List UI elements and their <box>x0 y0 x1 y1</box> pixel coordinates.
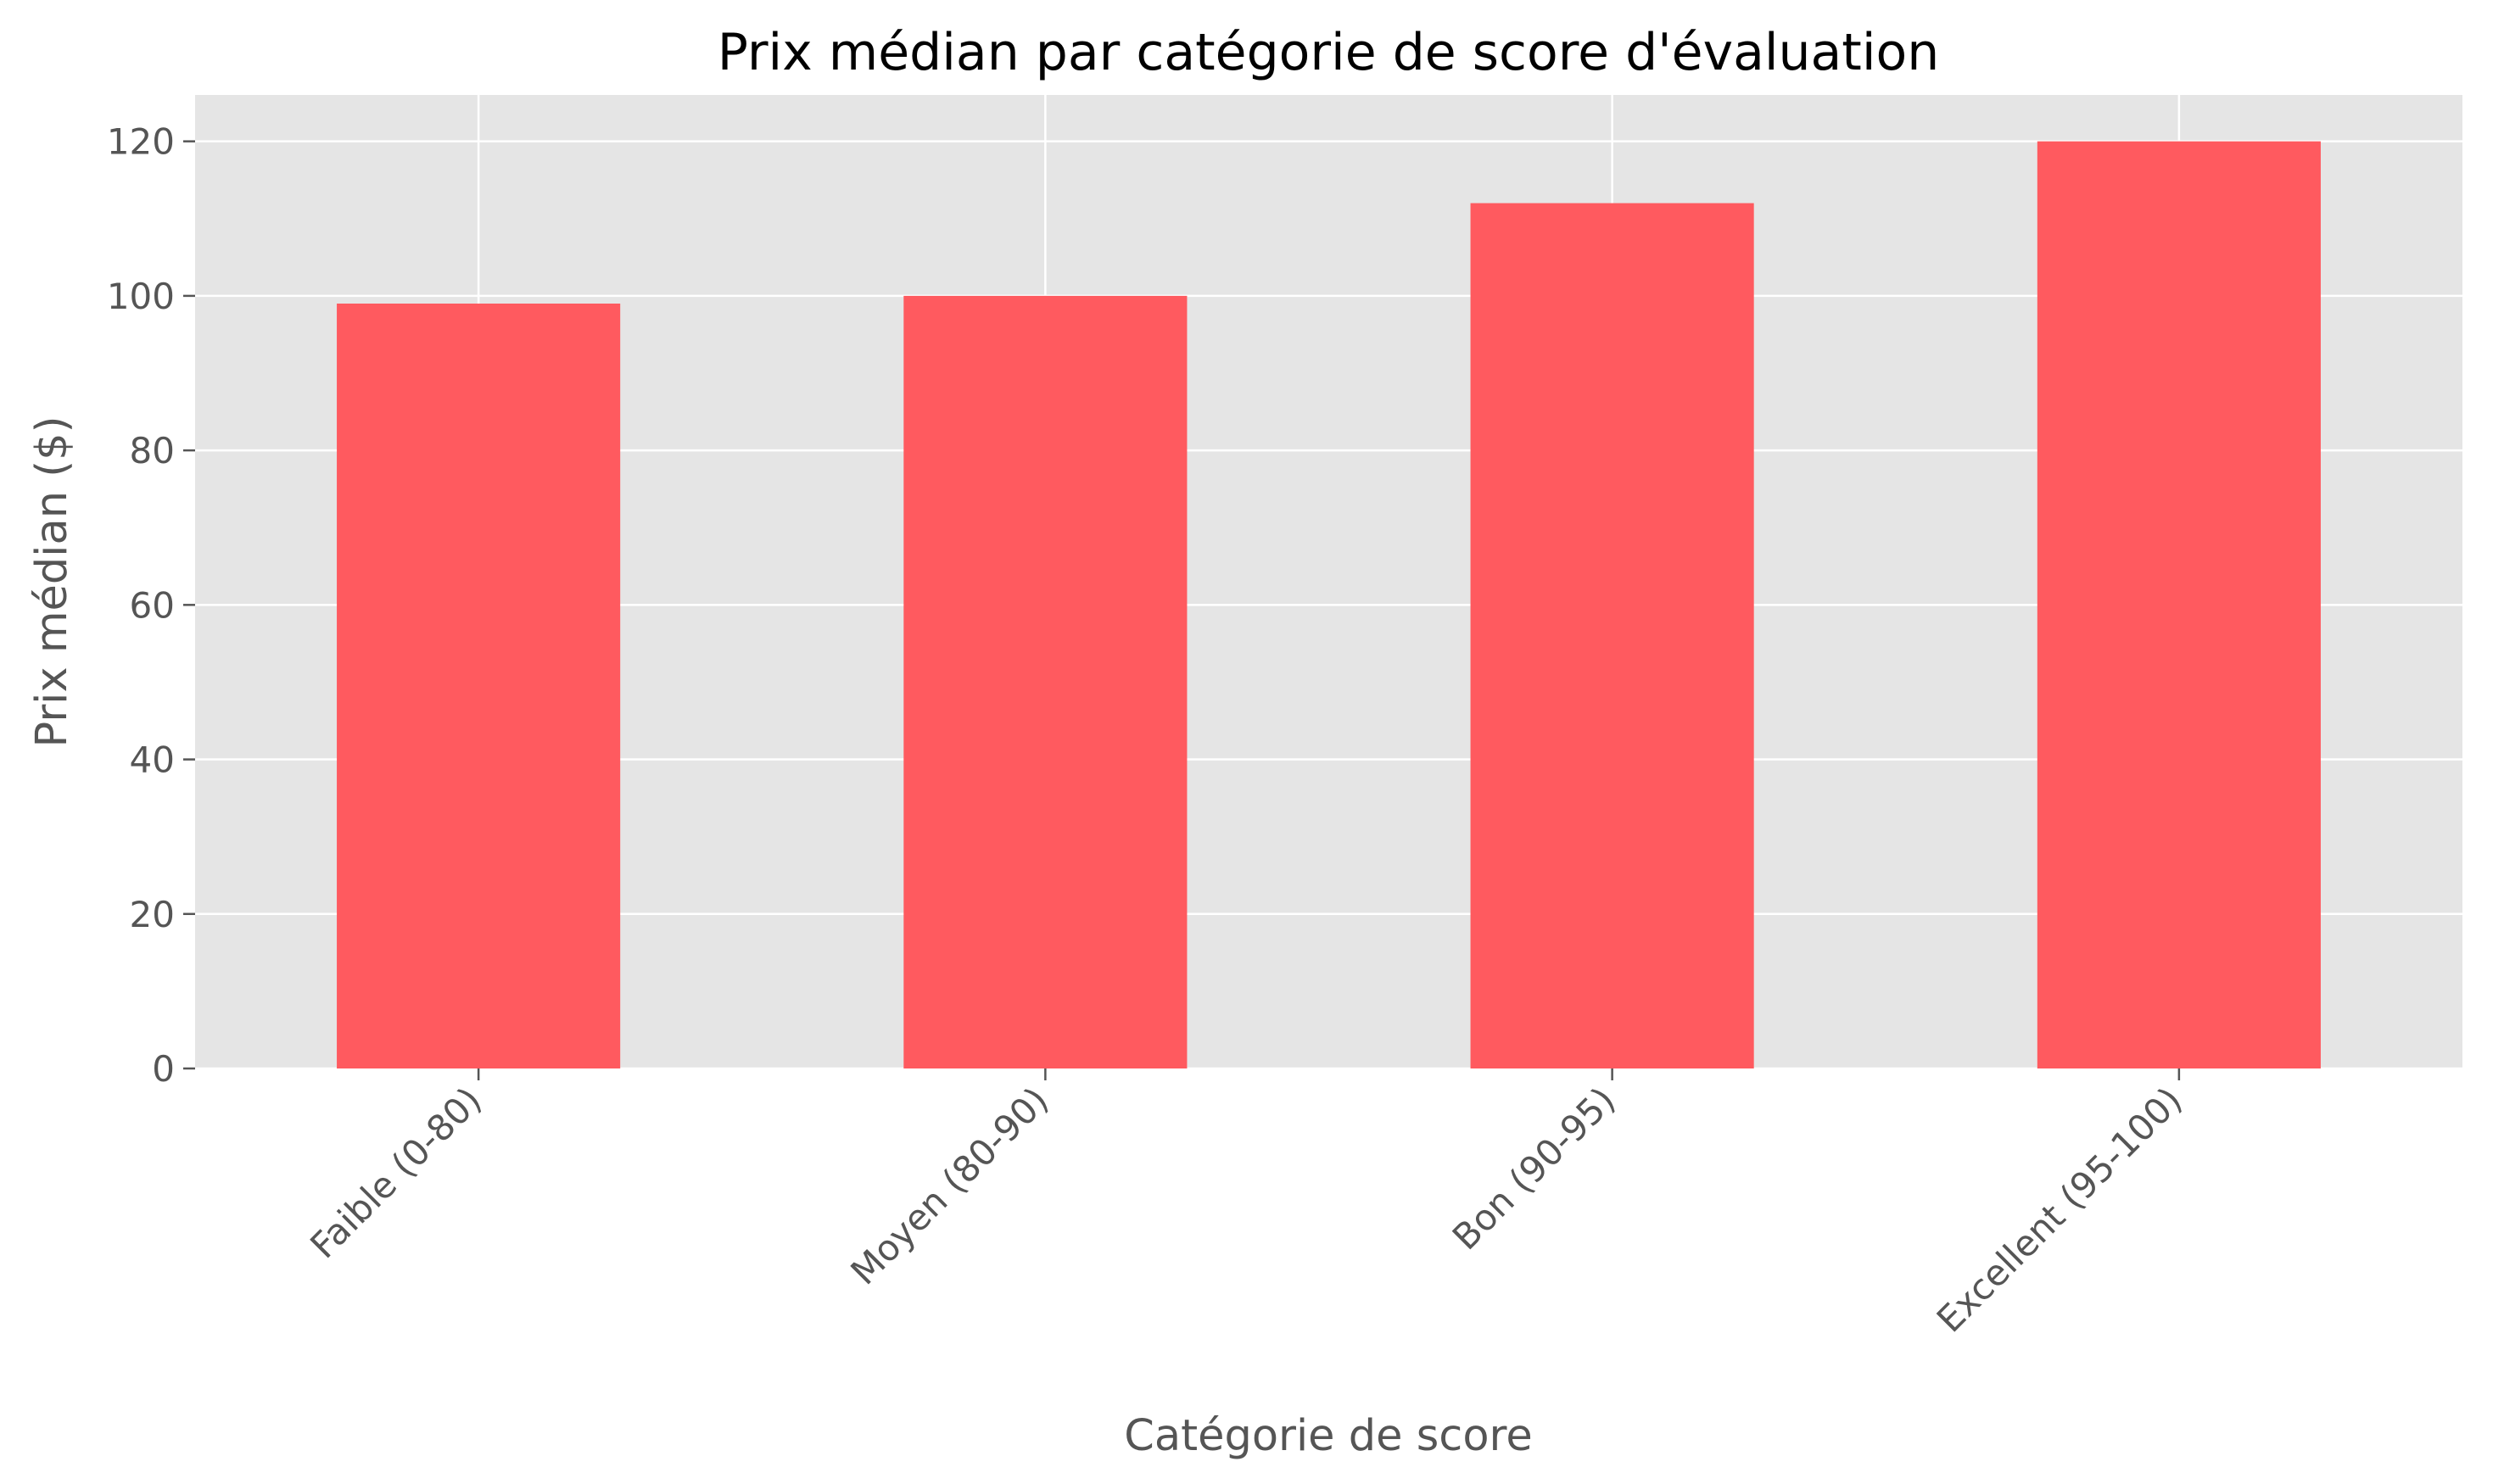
x-axis-label: Catégorie de score <box>1124 1411 1533 1461</box>
bar <box>903 295 1188 1068</box>
x-tick-label: Bon (90-95) <box>1445 1079 1624 1258</box>
y-tick-label: 120 <box>107 121 175 163</box>
x-tick-label: Excellent (95-100) <box>1929 1079 2190 1340</box>
x-tick-label: Moyen (80-90) <box>842 1079 1056 1292</box>
y-tick-label: 100 <box>107 276 175 317</box>
y-tick-label: 60 <box>130 584 175 626</box>
y-tick-label: 40 <box>130 739 175 781</box>
bars <box>337 141 2321 1069</box>
x-tick-label: Faible (0-80) <box>302 1079 489 1266</box>
bar <box>1470 203 1754 1069</box>
bar <box>2037 141 2321 1069</box>
bar <box>337 304 621 1068</box>
y-axis-label: Prix médian ($) <box>27 416 77 747</box>
y-tick-label: 20 <box>130 894 175 935</box>
y-tick-label: 80 <box>130 430 175 471</box>
x-axis: Faible (0-80) Moyen (80-90) Bon (90-95) Exc… <box>302 1068 2190 1341</box>
chart-title: Prix médian par catégorie de score d'éva… <box>718 23 1939 82</box>
y-axis: 0 20 40 60 80 100 120 <box>107 121 195 1090</box>
y-tick-label: 0 <box>152 1048 175 1090</box>
